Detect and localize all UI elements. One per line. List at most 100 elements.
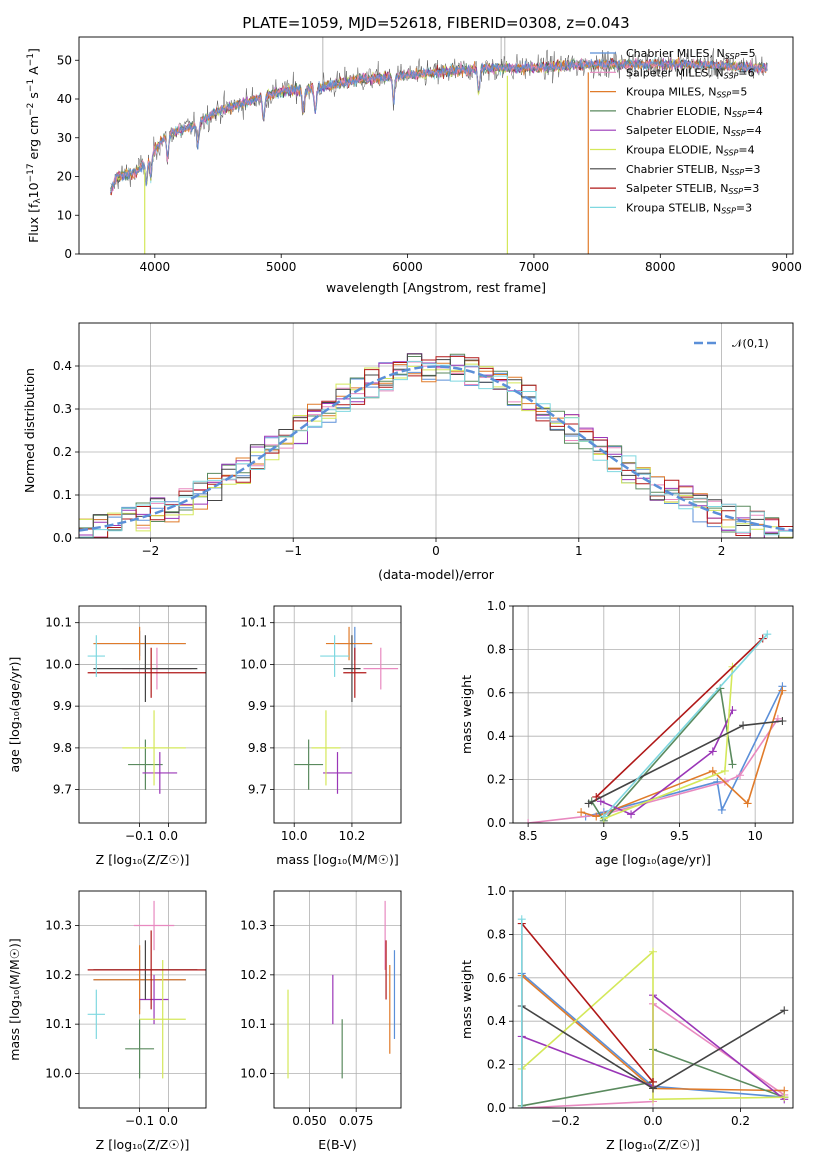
axes-weight_vs_Z: −0.2 0.0 0.2 0.0 0.2 0.4 0.6 0.8 1.0 (487, 884, 793, 1128)
y-tick-label: 20 (57, 170, 72, 184)
legend-label: Kroupa STELIB, NSSP=3 (626, 201, 752, 215)
histogram-steps (79, 353, 793, 538)
y-tick-label: 0.2 (487, 1058, 506, 1072)
y-tick-label: 0.8 (487, 927, 506, 941)
weight-marker (717, 805, 726, 814)
legend-sub: SSP (725, 52, 740, 61)
x-tick-label: 9 (600, 829, 608, 843)
weight-lines-weight_vs_age (524, 630, 787, 823)
legend-name: Kroupa MILES, N (626, 86, 716, 99)
weight-marker (627, 810, 636, 819)
legend-name: Salpeter ELODIE, N (626, 124, 731, 137)
weight-marker (780, 1006, 789, 1015)
legend-label: Salpeter ELODIE, NSSP=4 (626, 124, 762, 138)
y-tick-label: 10.1 (45, 616, 72, 630)
y-axis-label: Normed distribution (22, 368, 37, 493)
x-tick-label: 0.0 (159, 1114, 178, 1128)
residuals-frame (78, 322, 794, 539)
legend-name: Kroupa STELIB, N (626, 201, 721, 214)
axes-residuals: −2 −1 0 1 2 0.0 0.1 0.2 0.3 0.4 (53, 323, 793, 558)
weight-marker (763, 630, 772, 639)
y-label-part: Flux [f (26, 203, 41, 243)
x-tick-label: 10 (748, 829, 763, 843)
weight-marker (517, 915, 526, 924)
legend-count: =6 (738, 66, 754, 79)
y-axis-label: mass [log₁₀(M/M☉)] (7, 938, 22, 1060)
weight-marker (778, 717, 787, 726)
y-axis-label: mass weight (459, 960, 474, 1039)
weight-line (521, 950, 785, 1101)
y-tick-label: 0.4 (487, 1014, 506, 1028)
weight-marker (739, 721, 748, 730)
y-tick-label: 10.1 (240, 1017, 267, 1031)
y-tick-label: 10.3 (45, 919, 72, 933)
y-label-part: A (26, 66, 41, 79)
y-tick-label: 50 (57, 53, 72, 67)
x-tick-label: 0 (432, 544, 440, 558)
y-tick-label: 1.0 (487, 599, 506, 613)
legend-count: =5 (739, 47, 755, 60)
x-tick-label: 0.075 (339, 1114, 373, 1128)
errorbars-age_vs_Z (87, 626, 206, 794)
y-tick-label: 9.7 (53, 783, 72, 797)
y-tick-label: 1.0 (487, 884, 506, 898)
legend-count: =4 (747, 105, 763, 118)
weight-marker (524, 819, 533, 823)
model-spectrum-line (110, 58, 768, 194)
weight-marker (599, 812, 608, 821)
axes-mass_vs_Z: −0.1 0.0 10.0 10.1 10.2 10.3 (45, 891, 206, 1128)
x-axis-label: E(B-V) (318, 1137, 357, 1152)
y-tick-label: 10.2 (45, 968, 72, 982)
x-tick-label: 10.2 (339, 829, 366, 843)
weight-line (603, 633, 768, 818)
weight-line (600, 709, 734, 816)
x-axis-label: Z [log₁₀(Z/Z☉)] (96, 1137, 190, 1152)
y-label-part: −17 (26, 163, 36, 182)
x-tick-label: 8.5 (519, 829, 538, 843)
weight-marker (649, 1095, 657, 1104)
legend-sub: SSP (724, 71, 739, 80)
weight-marker (577, 808, 586, 817)
y-label-part: −1 (26, 79, 36, 92)
weight-line (585, 685, 784, 818)
y-tick-label: 10.1 (45, 1017, 72, 1031)
weight-marker (708, 747, 717, 756)
legend-count: =4 (738, 144, 754, 157)
weight-line (591, 686, 734, 823)
legend-sub: SSP (716, 91, 731, 100)
weight-marker (736, 771, 745, 780)
y-tick-label: 0.6 (487, 971, 506, 985)
x-tick-label: 7000 (519, 260, 550, 274)
x-tick-label: 0.0 (159, 829, 178, 843)
legend-name: Salpeter MILES, N (626, 66, 724, 79)
x-tick-label: 4000 (140, 260, 171, 274)
legend-sub: SSP (724, 149, 739, 158)
legend-name: Chabrier MILES, N (626, 47, 725, 60)
y-tick-label: 0.0 (53, 531, 72, 545)
y-tick-label: 10.1 (240, 616, 267, 630)
y-tick-label: 10.3 (240, 919, 267, 933)
weight_vs_age-frame (512, 605, 794, 824)
x-axis-label: age [log₁₀(age/yr)] (595, 852, 711, 867)
legend-label: Salpeter STELIB, NSSP=3 (626, 182, 759, 196)
y-label-part: s (26, 92, 41, 103)
weight-marker (728, 760, 737, 769)
legend-label: Chabrier ELODIE, NSSP=4 (626, 105, 763, 119)
legend-name: Chabrier STELIB, N (626, 163, 730, 176)
axes-mass_vs_EBV: 0.050 0.075 10.0 10.1 10.2 10.3 (240, 891, 401, 1128)
y-tick-label: 0.6 (487, 686, 506, 700)
weight-line (588, 720, 783, 805)
weight-marker (778, 686, 787, 695)
y-tick-label: 9.8 (248, 741, 267, 755)
histogram-step-line (79, 355, 793, 538)
weight-line (580, 690, 784, 818)
weight-marker (584, 799, 593, 808)
histogram-step-line (79, 360, 793, 538)
y-tick-label: 9.9 (53, 699, 72, 713)
x-tick-label: 5000 (266, 260, 297, 274)
axes-spectrum: 4000 5000 6000 7000 8000 9000 0 10 20 30 40 50 (57, 53, 802, 274)
y-tick-label: 9.8 (53, 741, 72, 755)
legend-count: =5 (731, 86, 747, 99)
